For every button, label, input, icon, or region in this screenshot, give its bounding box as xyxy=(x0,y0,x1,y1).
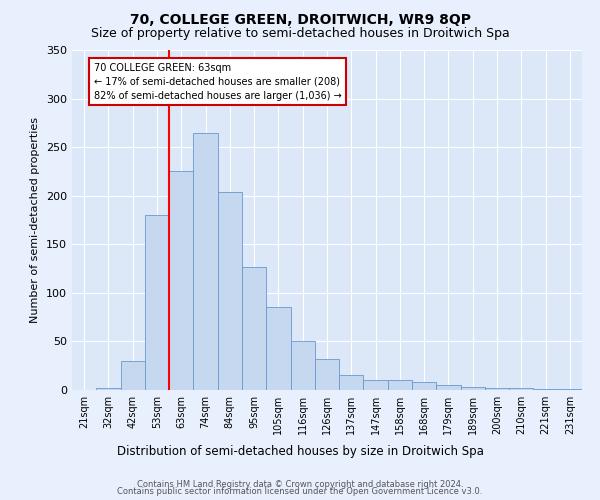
Bar xyxy=(485,388,509,390)
Bar xyxy=(339,376,364,390)
Bar xyxy=(96,388,121,390)
Bar xyxy=(315,359,339,390)
Bar xyxy=(242,266,266,390)
Bar xyxy=(388,380,412,390)
Text: 70 COLLEGE GREEN: 63sqm
← 17% of semi-detached houses are smaller (208)
82% of s: 70 COLLEGE GREEN: 63sqm ← 17% of semi-de… xyxy=(94,62,341,100)
Bar xyxy=(558,389,582,390)
Bar xyxy=(412,382,436,390)
Text: Size of property relative to semi-detached houses in Droitwich Spa: Size of property relative to semi-detach… xyxy=(91,28,509,40)
Y-axis label: Number of semi-detached properties: Number of semi-detached properties xyxy=(31,117,40,323)
Bar xyxy=(461,387,485,390)
Bar xyxy=(436,385,461,390)
Text: 70, COLLEGE GREEN, DROITWICH, WR9 8QP: 70, COLLEGE GREEN, DROITWICH, WR9 8QP xyxy=(130,12,470,26)
Bar xyxy=(145,215,169,390)
Bar xyxy=(218,192,242,390)
Text: Contains public sector information licensed under the Open Government Licence v3: Contains public sector information licen… xyxy=(118,488,482,496)
Bar xyxy=(533,389,558,390)
Bar xyxy=(290,342,315,390)
Text: Distribution of semi-detached houses by size in Droitwich Spa: Distribution of semi-detached houses by … xyxy=(116,445,484,458)
Bar xyxy=(121,361,145,390)
Bar xyxy=(266,308,290,390)
Bar xyxy=(193,132,218,390)
Bar xyxy=(509,388,533,390)
Text: Contains HM Land Registry data © Crown copyright and database right 2024.: Contains HM Land Registry data © Crown c… xyxy=(137,480,463,489)
Bar xyxy=(364,380,388,390)
Bar xyxy=(169,172,193,390)
